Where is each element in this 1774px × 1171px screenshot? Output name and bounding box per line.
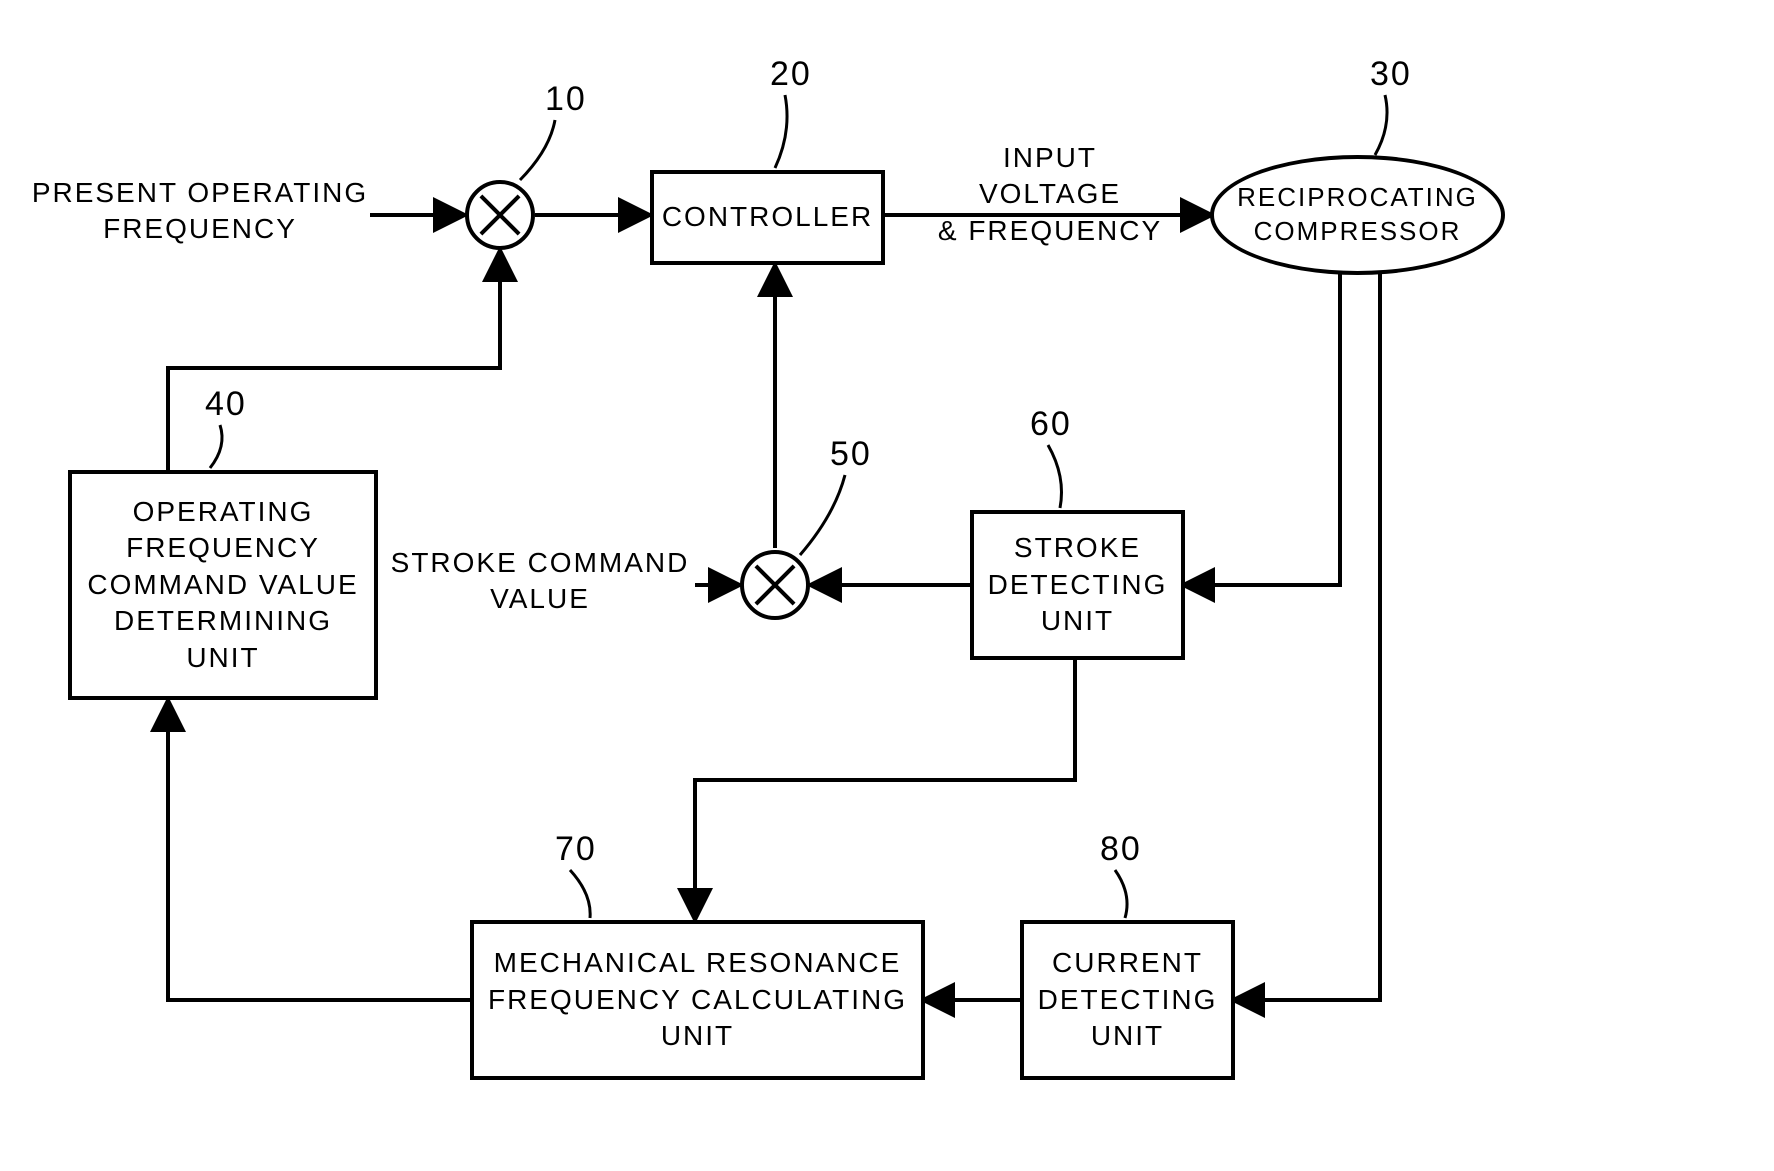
label-io_vfreq: INPUTVOLTAGE& FREQUENCY	[920, 140, 1180, 249]
ref-leader-30	[1375, 95, 1387, 155]
block-stroke_det: STROKEDETECTINGUNIT	[970, 510, 1185, 660]
ref-leader-80	[1115, 870, 1127, 918]
ref-number-60: 60	[1030, 405, 1072, 444]
block-det_unit: OPERATINGFREQUENCYCOMMAND VALUEDETERMINI…	[68, 470, 378, 700]
block-curr_det: CURRENTDETECTINGUNIT	[1020, 920, 1235, 1080]
label-input_freq: PRESENT OPERATINGFREQUENCY	[30, 175, 370, 248]
diagram-canvas: PRESENT OPERATINGFREQUENCY CONTROLLER RECI…	[0, 0, 1774, 1171]
block-controller: CONTROLLER	[650, 170, 885, 265]
edge-mech_res-to-det_unit	[168, 702, 470, 1000]
ref-number-30: 30	[1370, 55, 1412, 94]
summing-junction-sum50	[740, 550, 810, 620]
ref-number-80: 80	[1100, 830, 1142, 869]
ref-leader-10	[520, 120, 555, 180]
edge-det_unit-to-sum10	[168, 252, 500, 470]
ref-leader-40	[210, 425, 222, 468]
edge-stroke_det-to-mech_res	[695, 660, 1075, 918]
ref-number-70: 70	[555, 830, 597, 869]
block-mech_res: MECHANICAL RESONANCEFREQUENCY CALCULATIN…	[470, 920, 925, 1080]
block-compressor: RECIPROCATINGCOMPRESSOR	[1210, 155, 1505, 275]
ref-number-20: 20	[770, 55, 812, 94]
edge-compressor-to-curr_det	[1235, 273, 1380, 1000]
ref-number-10: 10	[545, 80, 587, 119]
ref-number-40: 40	[205, 385, 247, 424]
summing-junction-sum10	[465, 180, 535, 250]
label-stroke_cmd: STROKE COMMANDVALUE	[385, 545, 695, 618]
ref-leader-60	[1048, 445, 1062, 508]
ref-number-50: 50	[830, 435, 872, 474]
ref-leader-20	[775, 95, 787, 168]
ref-leader-50	[800, 475, 845, 555]
edge-compressor-to-stroke_det	[1185, 273, 1340, 585]
ref-leader-70	[570, 870, 590, 918]
